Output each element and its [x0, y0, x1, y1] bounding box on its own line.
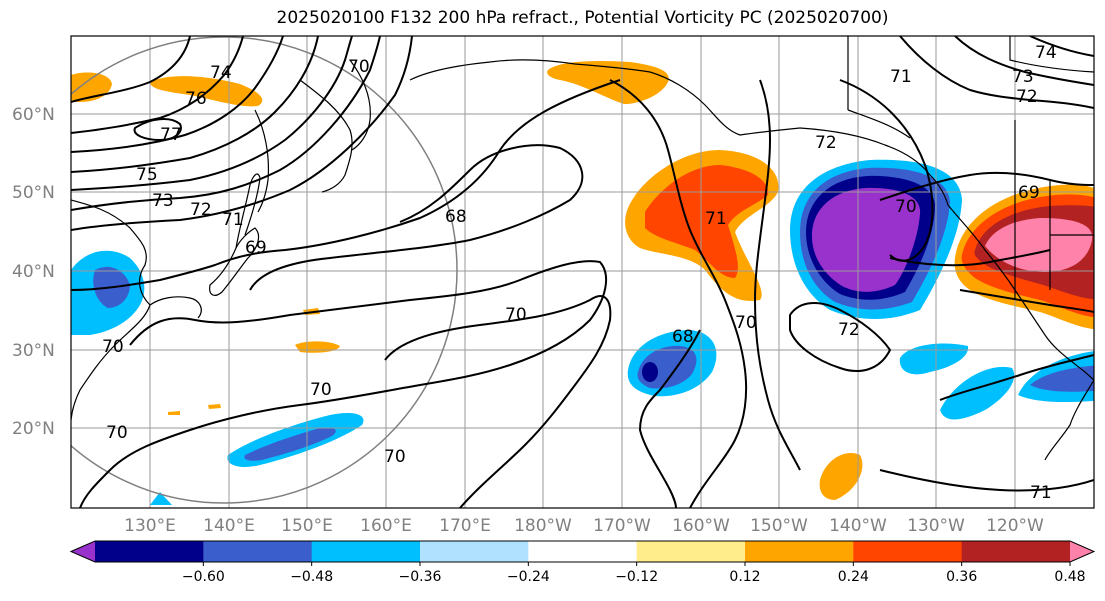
- longitude-labels: 130°E 140°E 150°E 160°E 170°E 180°W 170°…: [124, 516, 1044, 536]
- anomaly-patch-hawaii-navy: [642, 362, 658, 382]
- lon-label: 140°W: [829, 516, 887, 536]
- contour-label: 71: [705, 209, 727, 229]
- contour-label: 74: [1035, 43, 1057, 63]
- lat-label: 40°N: [12, 262, 55, 282]
- lon-label: 130°E: [124, 516, 176, 536]
- colorbar-extend-max: [1070, 541, 1094, 562]
- colorbar-tick-label: −0.36: [399, 569, 442, 585]
- colorbar-extend-min: [71, 541, 95, 562]
- anomaly-patch-east2-blue: [1030, 365, 1094, 392]
- anomaly-patch-small4: [168, 411, 180, 415]
- contour-label: 70: [384, 447, 406, 467]
- contour-label: 73: [1012, 67, 1034, 87]
- contour-label: 70: [310, 380, 332, 400]
- lon-label: 150°E: [281, 516, 333, 536]
- colorbar-tick-label: −0.60: [182, 569, 225, 585]
- contour-label: 70: [106, 423, 128, 443]
- lon-label: 180°W: [514, 516, 572, 536]
- contour-label: 71: [1030, 483, 1052, 503]
- contour-label: 70: [348, 57, 370, 77]
- colorbar-tick-label: 0.48: [1054, 569, 1085, 585]
- contour-label: 68: [445, 207, 467, 227]
- map-border: [70, 35, 1095, 509]
- colorbar-segment: [203, 541, 313, 562]
- colorbar-segment: [311, 541, 421, 562]
- contour-label: 72: [838, 320, 860, 340]
- colorbar-tick-label: 0.24: [838, 569, 869, 585]
- lat-label: 60°N: [12, 105, 55, 125]
- contour-label-group: 74 70 76 77 75 73 72 71 69 68 70 70 70 7…: [102, 43, 1057, 503]
- lon-label: 120°W: [986, 516, 1044, 536]
- contour-label: 73: [152, 191, 174, 211]
- anomaly-patch-purple: [812, 187, 921, 292]
- colorbar-tick-label: −0.12: [615, 569, 658, 585]
- colorbar-segment: [961, 541, 1071, 562]
- colorbar: −0.60 −0.48 −0.36 −0.24 −0.12 0.12 0.24 0.36 0.4…: [69, 540, 1096, 585]
- lon-label: 160°W: [672, 516, 730, 536]
- contour-label: 72: [1016, 87, 1038, 107]
- contour-label: 77: [160, 125, 182, 145]
- colorbar-segment: [853, 541, 963, 562]
- lon-label: 170°W: [593, 516, 651, 536]
- contour-label: 69: [245, 238, 267, 258]
- anomaly-patch-small2: [819, 452, 863, 500]
- colorbar-tick-label: 0.36: [946, 569, 977, 585]
- anomaly-patch-aleutian: [547, 60, 669, 104]
- lat-label: 20°N: [12, 419, 55, 439]
- latitude-labels: 60°N 50°N 40°N 30°N 20°N: [12, 105, 55, 439]
- anomaly-patch-okhotsk: [150, 76, 263, 107]
- contour-label: 68: [672, 327, 694, 347]
- colorbar-tick-label: −0.48: [290, 569, 333, 585]
- contour-label: 75: [136, 165, 158, 185]
- anomaly-patch-east3: [899, 343, 969, 375]
- lon-label: 170°E: [439, 516, 491, 536]
- contour-label: 71: [890, 67, 912, 87]
- lat-label: 30°N: [12, 341, 55, 361]
- refractivity-contours: [71, 36, 1094, 508]
- colorbar-tick-label: −0.24: [507, 569, 550, 585]
- contour-label: 74: [210, 63, 232, 83]
- anomaly-patch-small6: [150, 492, 172, 505]
- contour-label: 71: [222, 210, 244, 230]
- map-gridlines: [71, 36, 1094, 508]
- colorbar-segment: [420, 541, 529, 562]
- anomaly-patch-streak-blue: [244, 427, 336, 461]
- contour-label: 72: [190, 200, 212, 220]
- anomaly-patch-small5: [208, 404, 221, 409]
- lon-label: 130°W: [907, 516, 965, 536]
- anomaly-patch-red: [645, 165, 769, 278]
- contour-label: 70: [735, 313, 757, 333]
- lon-label: 150°W: [750, 516, 808, 536]
- contour-label: 70: [102, 337, 124, 357]
- anomaly-patch-east1: [940, 366, 1015, 420]
- colorbar-outline: [69, 540, 1096, 563]
- distance-circle: [71, 36, 458, 504]
- contour-label: 70: [505, 305, 527, 325]
- lon-label: 140°E: [203, 516, 255, 536]
- map-title: 2025020100 F132 200 hPa refract., Potent…: [276, 8, 889, 28]
- lat-label: 50°N: [12, 183, 55, 203]
- lon-label: 160°E: [360, 516, 412, 536]
- coastlines: [71, 36, 1094, 461]
- contour-label: 76: [185, 89, 207, 109]
- contour-label: 69: [1018, 183, 1040, 203]
- pv-shading: [71, 60, 1094, 505]
- contour-label: 70: [895, 197, 917, 217]
- colorbar-segment: [95, 541, 204, 562]
- colorbar-segment: [528, 541, 638, 562]
- colorbar-segment: [636, 541, 746, 562]
- contour-label: 72: [815, 133, 837, 153]
- colorbar-tick-label: 0.12: [729, 569, 760, 585]
- colorbar-segment: [745, 541, 854, 562]
